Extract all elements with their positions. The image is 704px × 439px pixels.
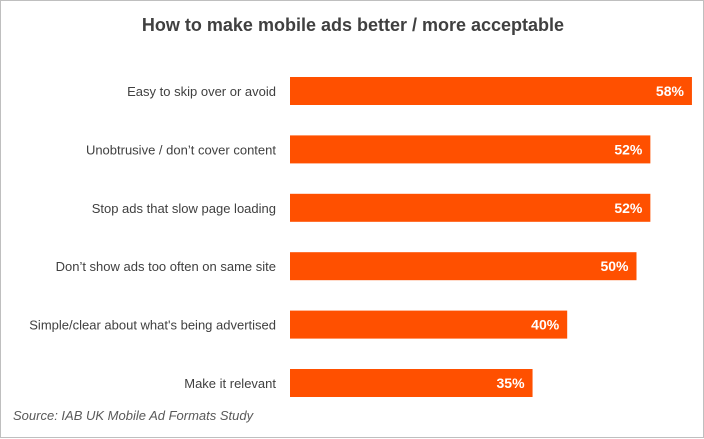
category-label: Don’t show ads too often on same site [56,259,276,274]
value-label: 52% [614,200,643,216]
bar [290,310,568,339]
value-label: 52% [614,141,643,157]
value-label: 50% [600,258,629,274]
value-label: 58% [656,83,685,99]
category-label: Stop ads that slow page loading [92,201,276,216]
category-label: Easy to skip over or avoid [127,84,276,99]
value-label: 40% [531,317,560,333]
chart-title: How to make mobile ads better / more acc… [141,15,565,35]
source-note: Source: IAB UK Mobile Ad Formats Study [13,408,254,423]
category-label: Unobtrusive / don’t cover content [86,142,276,157]
bar [290,77,692,105]
category-label: Simple/clear about what's being advertis… [29,318,276,333]
value-label: 35% [497,375,526,391]
bar [290,193,651,222]
bar [290,369,533,397]
category-label: Make it relevant [184,376,276,391]
bar [290,135,651,164]
bar [290,252,637,281]
